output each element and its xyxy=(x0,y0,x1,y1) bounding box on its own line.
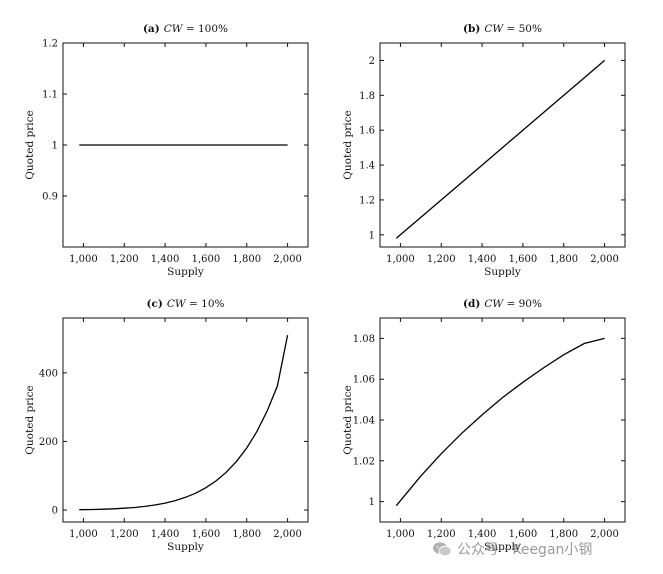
y-axis-label-a: Quoted price xyxy=(24,110,36,179)
x-tick-label-a: 2,000 xyxy=(273,254,302,265)
x-tick-label-b: 1,400 xyxy=(468,254,497,265)
x-tick-label-c: 1,000 xyxy=(69,529,98,540)
panel-label: (a) xyxy=(143,23,160,35)
y-tick-label-b: 1.4 xyxy=(359,161,375,172)
y-tick-label-a: 1.2 xyxy=(42,39,58,50)
x-tick-label-a: 1,400 xyxy=(151,254,180,265)
chart-panel-b: (b) CW = 50% 1,000 1,200 1,400 1,600 1,800 2,00… xyxy=(342,23,626,278)
y-tick-label-a: 1 xyxy=(52,141,58,152)
x-tick-label-b: 1,600 xyxy=(509,254,538,265)
chart-title-b: (b) CW = 50% xyxy=(463,23,542,35)
x-axis-label-b: Supply xyxy=(484,266,521,278)
x-axis-label-c: Supply xyxy=(167,541,204,553)
x-tick-label-d: 1,800 xyxy=(549,529,578,540)
param-symbol: CW xyxy=(164,23,184,35)
y-tick-label-d: 1 xyxy=(369,497,375,508)
y-tick-label-b: 1.8 xyxy=(359,91,375,102)
y-tick-label-b: 1.6 xyxy=(359,126,375,137)
series-line-b xyxy=(395,59,606,239)
x-tick-label-a: 1,000 xyxy=(69,254,98,265)
x-tick-label-b: 1,800 xyxy=(549,254,578,265)
y-tick-label-c: 0 xyxy=(52,506,58,517)
y-tick-label-d: 1.06 xyxy=(353,375,375,386)
x-tick-label-d: 1,000 xyxy=(386,529,415,540)
wechat-icon xyxy=(433,542,452,557)
x-tick-label-a: 1,600 xyxy=(192,254,221,265)
x-tick-label-c: 2,000 xyxy=(273,529,302,540)
y-tick-label-b: 1.2 xyxy=(359,195,375,206)
x-tick-label-c: 1,400 xyxy=(151,529,180,540)
x-tick-label-d: 1,400 xyxy=(468,529,497,540)
param-symbol: CW xyxy=(484,23,504,35)
x-tick-label-c: 1,600 xyxy=(192,529,221,540)
chart-title-c: (c) CW = 10% xyxy=(147,298,225,310)
param-value: = 90% xyxy=(503,298,542,310)
panel-label: (c) xyxy=(147,298,163,310)
x-tick-label-d: 2,000 xyxy=(590,529,619,540)
param-value: = 100% xyxy=(183,23,229,35)
watermark-text: 公众号 · Keegan小钢 xyxy=(457,542,593,558)
x-axis-label-d: Supply xyxy=(484,541,521,553)
param-value: = 10% xyxy=(186,298,225,310)
y-axis-label-b: Quoted price xyxy=(342,110,354,179)
x-tick-label-d: 1,200 xyxy=(427,529,456,540)
y-tick-label-d: 1.02 xyxy=(353,456,375,467)
y-axis-label-d: Quoted price xyxy=(342,385,354,454)
param-symbol: CW xyxy=(167,298,187,310)
x-tick-label-d: 1,600 xyxy=(509,529,538,540)
series-line-c xyxy=(79,334,289,511)
x-tick-label-b: 2,000 xyxy=(590,254,619,265)
y-axis-label-c: Quoted price xyxy=(24,385,36,454)
param-value: = 50% xyxy=(503,23,542,35)
chart-panel-c: (c) CW = 10% 1,000 1,200 1,400 1,600 1,800 2,00… xyxy=(24,298,309,553)
plot-frame-d xyxy=(379,317,626,523)
y-tick-label-c: 400 xyxy=(39,368,58,379)
watermark: 公众号 · Keegan小钢 xyxy=(432,540,592,558)
plot-frame-b xyxy=(379,42,626,248)
series-line-d xyxy=(395,337,605,507)
x-tick-label-b: 1,000 xyxy=(386,254,415,265)
y-tick-label-d: 1.08 xyxy=(353,334,375,345)
y-tick-label-d: 1.04 xyxy=(353,416,375,427)
y-tick-label-a: 0.9 xyxy=(42,192,58,203)
chart-title-a: (a) CW = 100% xyxy=(143,23,228,35)
x-tick-label-a: 1,800 xyxy=(232,254,261,265)
y-tick-label-a: 1.1 xyxy=(42,90,58,101)
x-axis-label-a: Supply xyxy=(167,266,204,278)
y-tick-label-c: 200 xyxy=(39,437,58,448)
panel-label: (d) xyxy=(463,298,480,310)
y-tick-label-b: 1 xyxy=(369,230,375,241)
chart-panel-a: (a) CW = 100% 1,000 1,200 1,400 1,600 1,800 2,0… xyxy=(24,23,309,278)
plot-frame-c xyxy=(62,317,309,523)
chart-title-d: (d) CW = 90% xyxy=(463,298,542,310)
panel-label: (b) xyxy=(463,23,480,35)
y-tick-label-b: 2 xyxy=(369,56,375,67)
x-tick-label-c: 1,800 xyxy=(232,529,261,540)
chart-panel-d: (d) CW = 90% 1,000 1,200 1,400 1,600 1,800 2,00… xyxy=(342,298,626,553)
x-tick-label-a: 1,200 xyxy=(110,254,139,265)
x-tick-label-b: 1,200 xyxy=(427,254,456,265)
x-tick-label-c: 1,200 xyxy=(110,529,139,540)
param-symbol: CW xyxy=(484,298,504,310)
